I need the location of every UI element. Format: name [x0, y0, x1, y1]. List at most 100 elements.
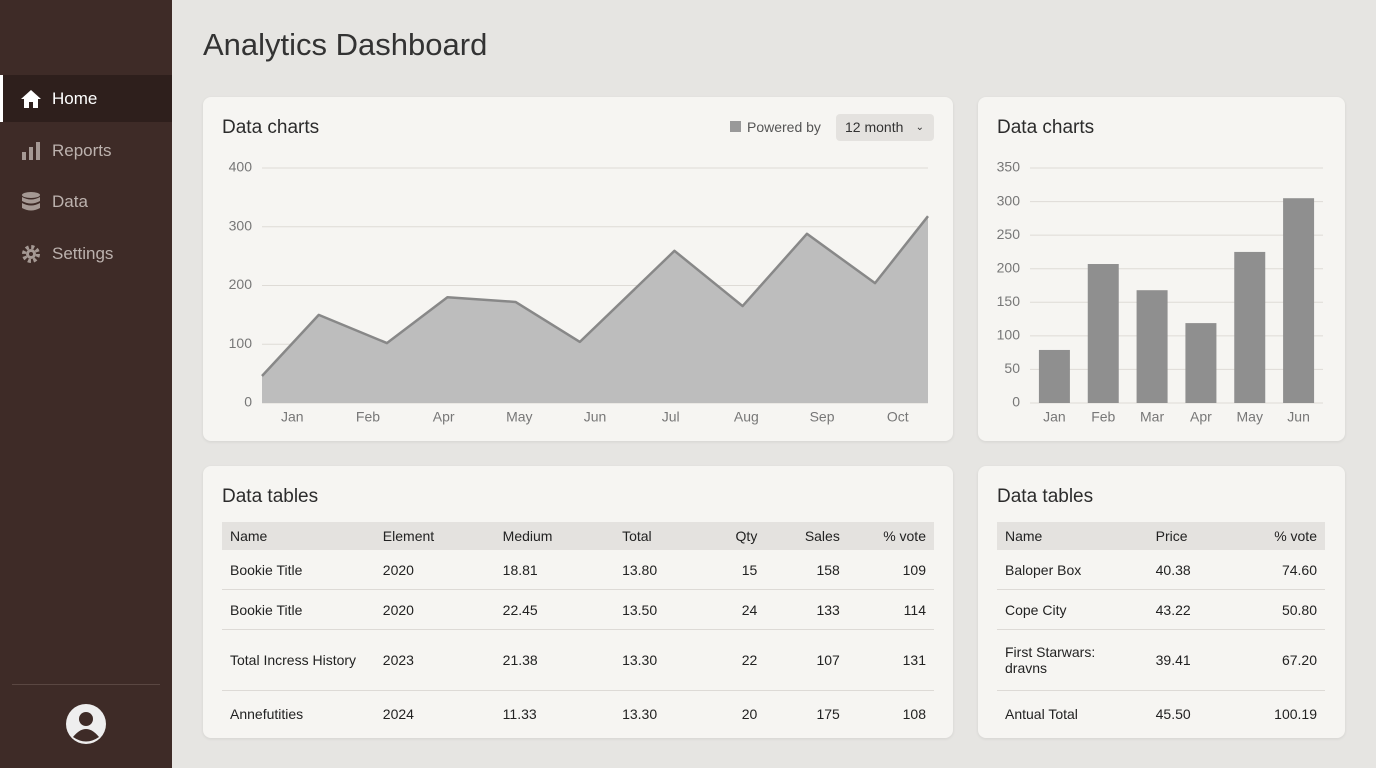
- y-tick-label: 200: [997, 259, 1021, 275]
- header-row: NamePrice% vote: [997, 522, 1325, 550]
- x-tick-label: Sep: [810, 409, 835, 425]
- table-cell: 13.30: [614, 630, 692, 691]
- table-row: Baloper Box40.3874.60: [997, 550, 1325, 590]
- table-cell: 109: [848, 550, 934, 590]
- x-tick-label: Oct: [887, 409, 909, 425]
- table-card: Data tables NamePrice% voteBaloper Box40…: [978, 466, 1345, 738]
- x-tick-label: Apr: [433, 409, 455, 425]
- table-cell: 2023: [375, 630, 495, 691]
- table-cell: 21.38: [495, 630, 614, 691]
- table-cell: 67.20: [1234, 630, 1325, 691]
- table-cell: 2024: [375, 691, 495, 738]
- table-cell: 50.80: [1234, 590, 1325, 630]
- table-cell: 11.33: [495, 691, 614, 738]
- avatar[interactable]: [66, 704, 106, 744]
- header-row: NameElementMediumTotalQtySales% vote: [222, 522, 934, 550]
- nav-label[interactable]: Settings: [52, 244, 113, 264]
- table-cell: 20: [692, 691, 765, 738]
- nav-label[interactable]: Data: [52, 192, 88, 212]
- data-table: NameElementMediumTotalQtySales% voteBook…: [222, 522, 934, 738]
- table-cell: 100.19: [1234, 691, 1325, 738]
- table-cell: 15: [692, 550, 765, 590]
- x-tick-label: May: [506, 409, 532, 425]
- card-title: Data tables: [222, 486, 318, 508]
- nav-item[interactable]: Data: [0, 178, 172, 225]
- nav-item[interactable]: Home: [0, 75, 172, 122]
- y-tick-label: 0: [1012, 394, 1020, 410]
- table-cell: 74.60: [1234, 550, 1325, 590]
- bar: [1283, 198, 1314, 403]
- table-cell: Baloper Box: [997, 550, 1148, 590]
- table-cell: First Starwars: dravns: [997, 630, 1148, 691]
- column-header: Qty: [692, 522, 765, 550]
- column-header: Element: [375, 522, 495, 550]
- table-cell: 114: [848, 590, 934, 630]
- area-fill: [262, 216, 928, 403]
- x-tick-label: May: [1237, 409, 1263, 425]
- x-tick-label: Jun: [584, 409, 607, 425]
- nav-item[interactable]: Reports: [0, 127, 172, 174]
- y-tick-label: 400: [229, 159, 253, 175]
- table-cell: Cope City: [997, 590, 1148, 630]
- table-cell: 22.45: [495, 590, 614, 630]
- table-cell: 43.22: [1148, 590, 1234, 630]
- column-header: Medium: [495, 522, 614, 550]
- table-cell: 133: [765, 590, 848, 630]
- table-cell: 2020: [375, 550, 495, 590]
- y-tick-label: 150: [997, 293, 1021, 309]
- table-cell: Bookie Title: [222, 550, 375, 590]
- table-cell: Bookie Title: [222, 590, 375, 630]
- x-tick-label: Jun: [1287, 409, 1310, 425]
- x-tick-label: Apr: [1190, 409, 1212, 425]
- chart-card: Data charts Powered by 12 month⌄ 0100200…: [203, 97, 953, 441]
- table-cell: 158: [765, 550, 848, 590]
- table-cell: 13.80: [614, 550, 692, 590]
- area-chart: 0100200300400JanFebAprMayJunJulAugSepOct: [203, 97, 953, 441]
- nav-label[interactable]: Reports: [52, 141, 112, 161]
- table-cell: 131: [848, 630, 934, 691]
- nav-item[interactable]: Settings: [0, 230, 172, 277]
- table-cell: 13.50: [614, 590, 692, 630]
- table-row: Annefutities202411.3313.3020175108: [222, 691, 934, 738]
- table-cell: 45.50: [1148, 691, 1234, 738]
- y-tick-label: 200: [229, 276, 253, 292]
- column-header: Name: [222, 522, 375, 550]
- y-tick-label: 50: [1004, 360, 1020, 376]
- y-tick-label: 0: [244, 394, 252, 410]
- x-tick-label: Feb: [356, 409, 380, 425]
- table-cell: 40.38: [1148, 550, 1234, 590]
- column-header: % vote: [1234, 522, 1325, 550]
- nav-label[interactable]: Home: [52, 89, 97, 109]
- card-title: Data tables: [997, 486, 1093, 508]
- table-cell: 18.81: [495, 550, 614, 590]
- table-cell: 39.41: [1148, 630, 1234, 691]
- column-header: % vote: [848, 522, 934, 550]
- x-tick-label: Jan: [281, 409, 304, 425]
- table-cell: Total Incress History: [222, 630, 375, 691]
- table-cell: 2020: [375, 590, 495, 630]
- table-cell: 175: [765, 691, 848, 738]
- y-tick-label: 100: [229, 335, 253, 351]
- bar: [1137, 290, 1168, 403]
- table-cell: 107: [765, 630, 848, 691]
- table-cell: 22: [692, 630, 765, 691]
- table-row: Antual Total45.50100.19: [997, 691, 1325, 738]
- table-cell: 108: [848, 691, 934, 738]
- x-tick-label: Aug: [734, 409, 759, 425]
- sidebar: Home Reports Data Settings: [0, 0, 172, 768]
- divider: [12, 684, 160, 685]
- table-cell: 13.30: [614, 691, 692, 738]
- table-row: Bookie Title202018.8113.8015158109: [222, 550, 934, 590]
- bar: [1185, 323, 1216, 403]
- column-header: Total: [614, 522, 692, 550]
- x-tick-label: Jul: [662, 409, 680, 425]
- table-row: Bookie Title202022.4513.5024133114: [222, 590, 934, 630]
- x-tick-label: Feb: [1091, 409, 1115, 425]
- table-row: First Starwars: dravns39.4167.20: [997, 630, 1325, 691]
- x-tick-label: Mar: [1140, 409, 1164, 425]
- table-cell: 24: [692, 590, 765, 630]
- table-card: Data tables NameElementMediumTotalQtySal…: [203, 466, 953, 738]
- y-tick-label: 300: [997, 192, 1021, 208]
- column-header: Sales: [765, 522, 848, 550]
